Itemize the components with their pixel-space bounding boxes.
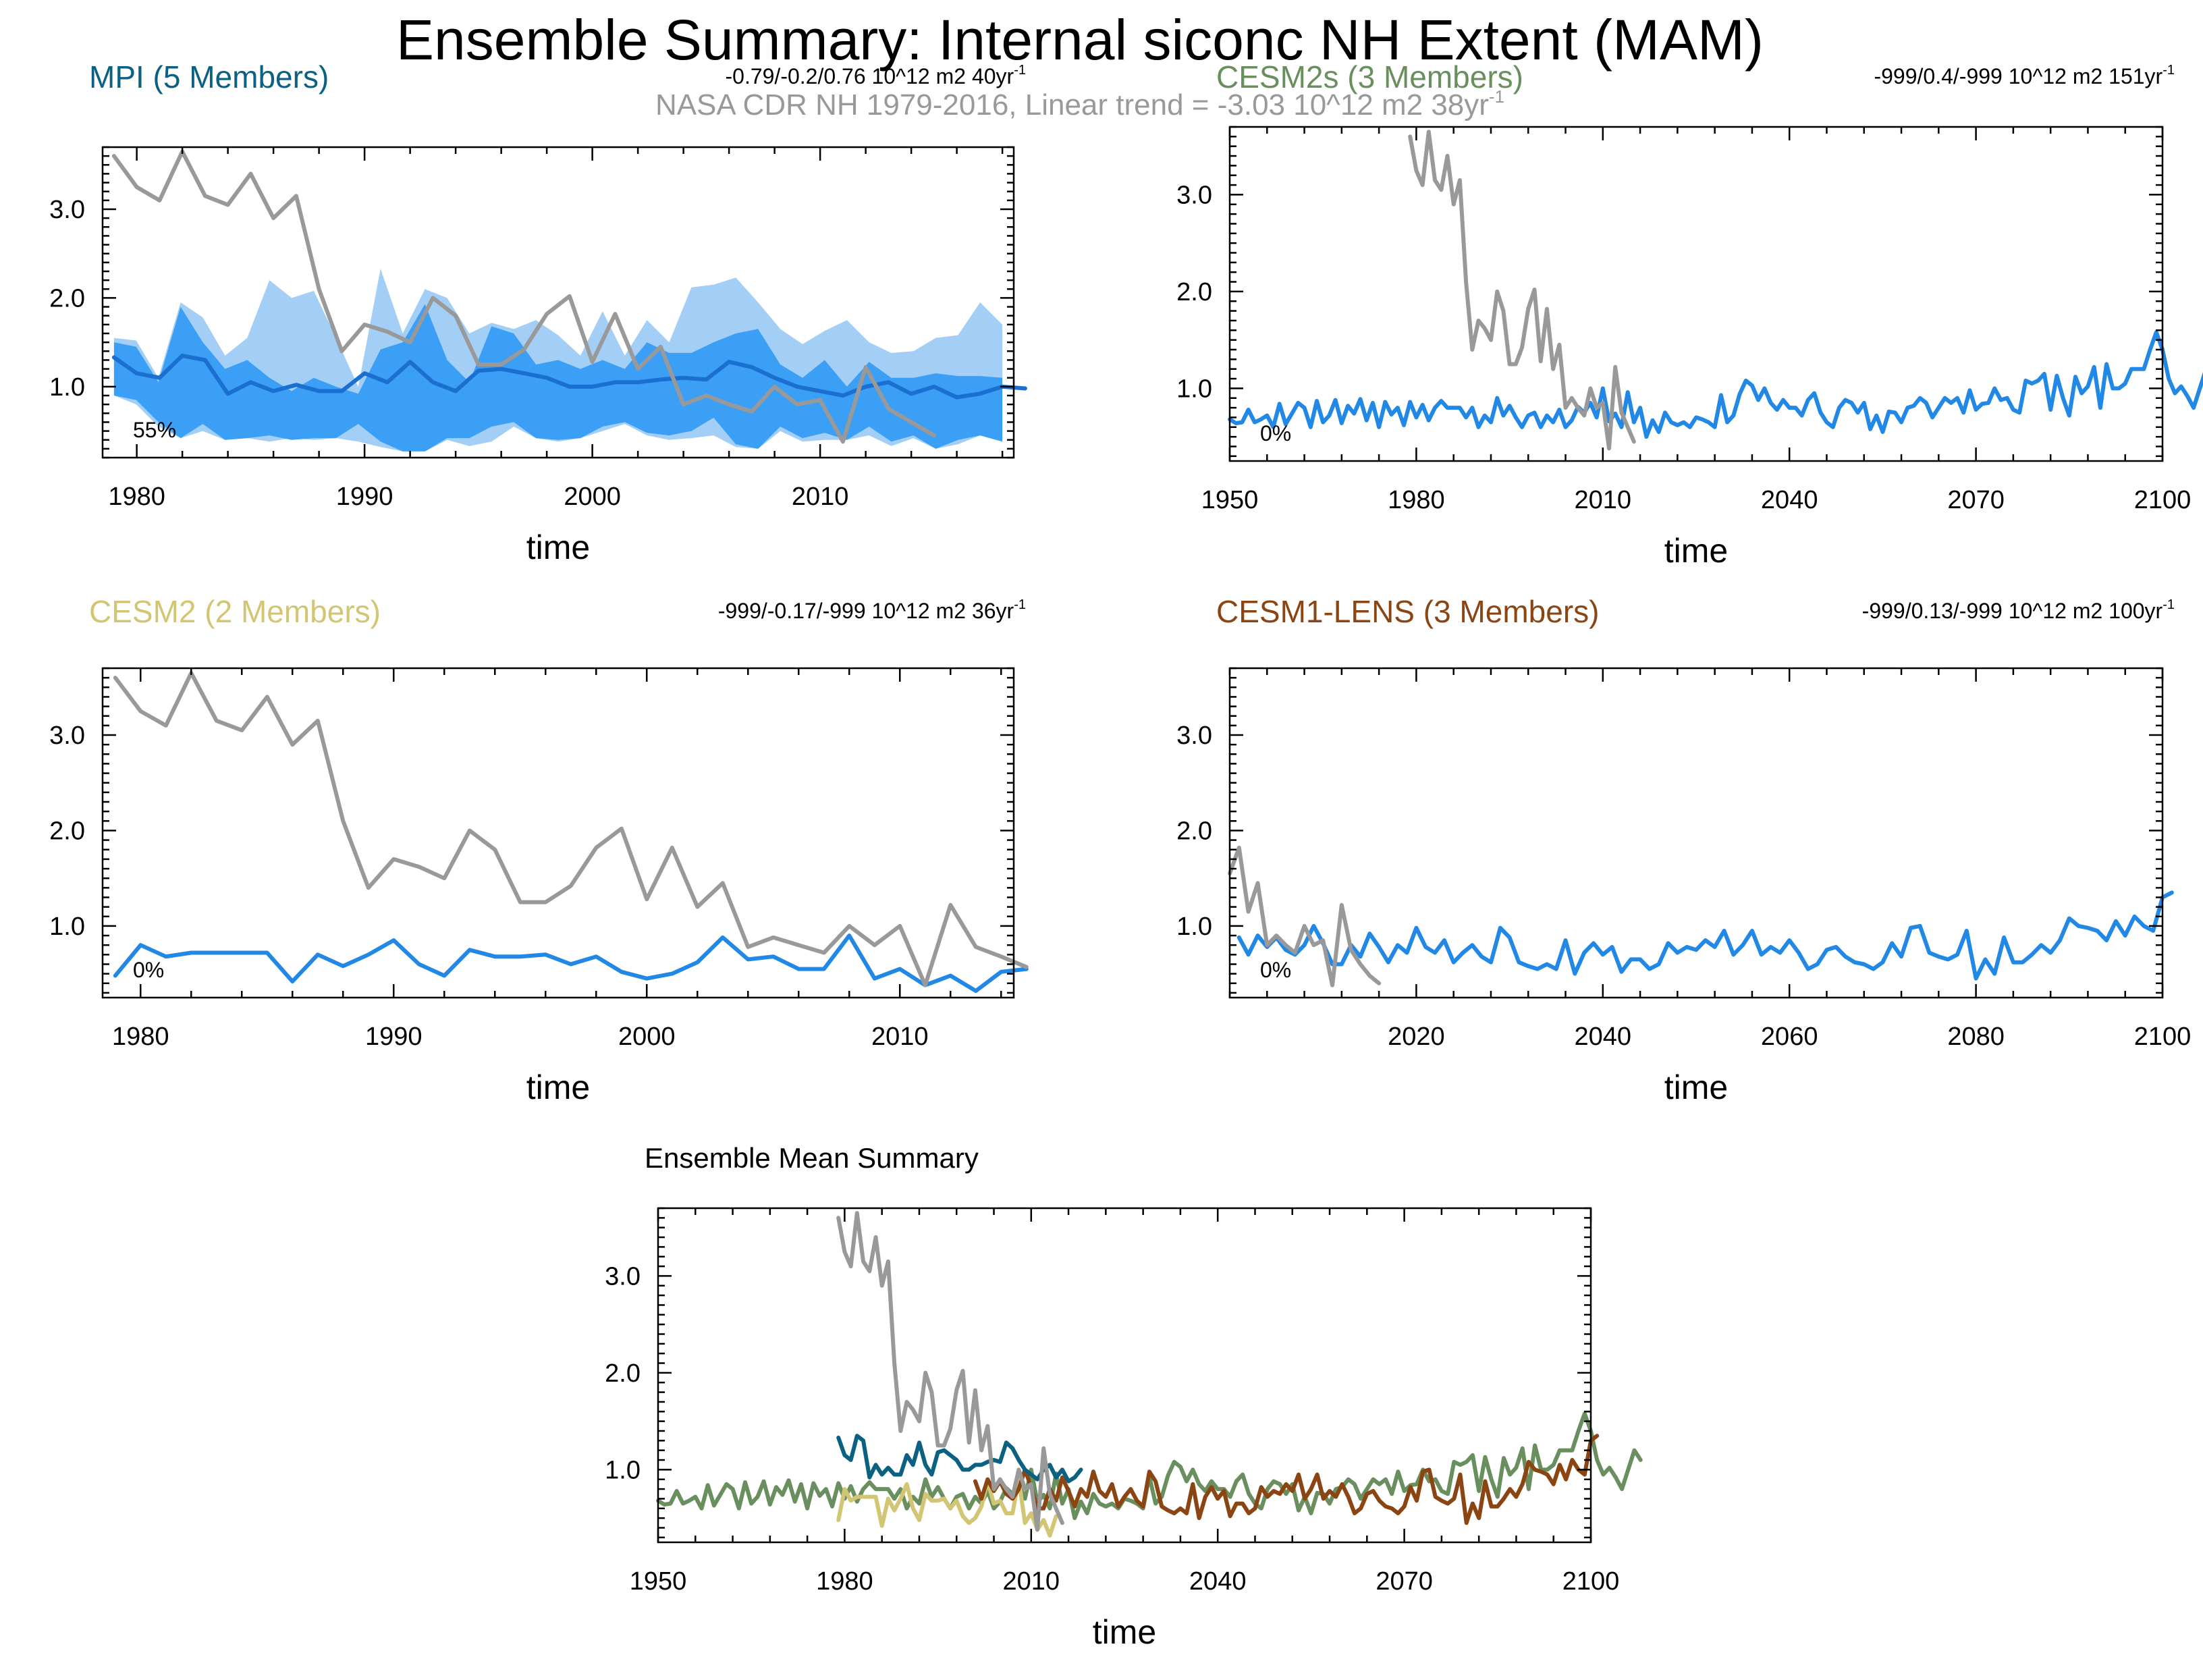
lens-plot-frame: [1228, 667, 2164, 999]
cesm2-ytick-label: 2.0: [49, 817, 85, 845]
summary-xtick-label: 2010: [1003, 1567, 1060, 1596]
figure-subtitle-text: NASA CDR NH 1979-2016, Linear trend = -3…: [655, 88, 1489, 121]
cesm2-ytick-label: 3.0: [49, 722, 85, 750]
cesm2s-xtick-label: 2100: [2134, 486, 2192, 514]
cesm2s-xaxis-label: time: [1664, 532, 1728, 570]
lens-ytick-label: 1.0: [1176, 913, 1212, 941]
mpi-xaxis-label: time: [526, 529, 590, 566]
summary-xtick-label: 2040: [1189, 1567, 1247, 1596]
mpi-xtick-label: 2000: [564, 483, 621, 511]
summary-xtick-label: 2070: [1376, 1567, 1433, 1596]
mpi-band-inner: [113, 304, 1003, 452]
mpi-ytick-label: 3.0: [49, 196, 85, 224]
summary-plot-frame: [657, 1207, 1592, 1544]
mpi-xtick-label: 2010: [792, 483, 849, 511]
cesm2-series-ensemble-mean: [113, 933, 1029, 994]
mpi-panel-title: MPI (5 Members): [89, 59, 329, 94]
lens-xtick-label: 2020: [1388, 1023, 1445, 1051]
summary-series-cesm2s: [656, 1411, 1643, 1521]
cesm2s-trend-text: -999/0.4/-999 10^12 m2 151yr-1: [1874, 63, 2175, 88]
lens-ytick-label: 3.0: [1176, 722, 1212, 750]
cesm2s-xtick-label: 2010: [1575, 486, 1632, 514]
summary-xtick-label: 1950: [630, 1567, 687, 1596]
lens-ytick-label: 2.0: [1176, 817, 1212, 845]
cesm2-ytick-label: 1.0: [49, 913, 85, 941]
lens-xtick-label: 2060: [1761, 1023, 1818, 1051]
cesm2s-percent-label: 0%: [1260, 421, 1291, 445]
cesm2-series-observations: [113, 671, 1029, 987]
cesm2-xtick-label: 1990: [365, 1023, 423, 1051]
lens-series-observations: [1228, 845, 1382, 987]
summary-series-observations: [836, 1211, 1064, 1532]
lens-xtick-label: 2080: [1947, 1023, 2005, 1051]
summary-xaxis-label: time: [1093, 1613, 1156, 1651]
lens-xtick-label: 2040: [1575, 1023, 1632, 1051]
cesm2-xtick-label: 2000: [618, 1023, 676, 1051]
lens-xtick-label: 2100: [2134, 1023, 2192, 1051]
lens-xaxis-label: time: [1664, 1068, 1728, 1106]
cesm2-xtick-label: 1980: [112, 1023, 169, 1051]
cesm2s-panel-title: CESM2s (3 Members): [1216, 59, 1523, 94]
cesm2s-xtick-label: 1980: [1388, 486, 1445, 514]
summary-panel: 1950 1980 2010 2040 2070 2100 1.0 2.0 3.0 time Ens…: [605, 1142, 1643, 1651]
figure-subtitle: NASA CDR NH 1979-2016, Linear trend = -3…: [655, 86, 1504, 121]
mpi-trend-text: -0.79/-0.2/0.76 10^12 m2 40yr-1: [725, 63, 1026, 88]
summary-xtick-label: 2100: [1562, 1567, 1620, 1596]
figure-title: Ensemble Summary: Internal siconc NH Ext…: [396, 8, 1764, 72]
cesm2-xaxis-label: time: [526, 1068, 590, 1106]
cesm2s-ytick-label: 1.0: [1176, 375, 1212, 403]
mpi-xtick-label: 1990: [336, 483, 393, 511]
lens-panel-title: CESM1-LENS (3 Members): [1216, 594, 1599, 629]
summary-ytick-label: 2.0: [605, 1359, 641, 1388]
summary-xtick-label: 1980: [816, 1567, 873, 1596]
lens-percent-label: 0%: [1260, 958, 1291, 982]
lens-series-ensemble-mean: [1236, 890, 2174, 981]
cesm2s-ytick-label: 2.0: [1176, 278, 1212, 306]
cesm2s-series-ensemble-mean: [1228, 330, 2203, 439]
mpi-panel: 1980 1990 2000 2010 1.0 2.0 3.0 time MPI (5 Memb…: [49, 59, 1027, 566]
summary-ytick-label: 3.0: [605, 1262, 641, 1291]
cesm2-panel: 1980 1990 2000 2010 1.0 2.0 3.0 time CESM2 (2 Me…: [49, 594, 1029, 1106]
mpi-ytick-label: 1.0: [49, 373, 85, 402]
summary-ytick-label: 1.0: [605, 1456, 641, 1484]
mpi-ytick-label: 2.0: [49, 284, 85, 313]
cesm2s-panel: 1950 1980 2010 2040 2070 2100 1.0 2.0 3.0 time CES…: [1176, 59, 2203, 570]
cesm2s-series-observations: [1408, 130, 1636, 451]
mpi-series-observations: [111, 149, 936, 444]
cesm2s-ytick-label: 3.0: [1176, 181, 1212, 209]
cesm2-percent-label: 0%: [133, 958, 164, 982]
cesm2-trend-text: -999/-0.17/-999 10^12 m2 36yr-1: [718, 597, 1026, 623]
mpi-plot-frame: [101, 146, 1015, 459]
cesm2-plot-frame: [101, 667, 1015, 999]
cesm2s-plot-frame: [1228, 126, 2164, 462]
chart-panels: 1980 1990 2000 2010 1.0 2.0 3.0 time MPI (5 Memb…: [49, 59, 2203, 1651]
mpi-xtick-label: 1980: [108, 483, 165, 511]
cesm2-panel-title: CESM2 (2 Members): [89, 594, 381, 629]
cesm2s-xtick-label: 1950: [1201, 486, 1259, 514]
lens-trend-text: -999/0.13/-999 10^12 m2 100yr-1: [1862, 597, 2175, 623]
summary-panel-title: Ensemble Mean Summary: [645, 1142, 979, 1174]
lens-panel: 2020 2040 2060 2080 2100 1.0 2.0 3.0 time CESM1-L…: [1176, 594, 2191, 1106]
mpi-percent-label: 55%: [133, 418, 176, 442]
cesm2s-xtick-label: 2040: [1761, 486, 1818, 514]
figure-subtitle-exp: -1: [1489, 86, 1504, 107]
summary-series-cesm1-lens: [973, 1434, 1600, 1525]
cesm2-xtick-label: 2010: [871, 1023, 929, 1051]
cesm2s-xtick-label: 2070: [1947, 486, 2005, 514]
